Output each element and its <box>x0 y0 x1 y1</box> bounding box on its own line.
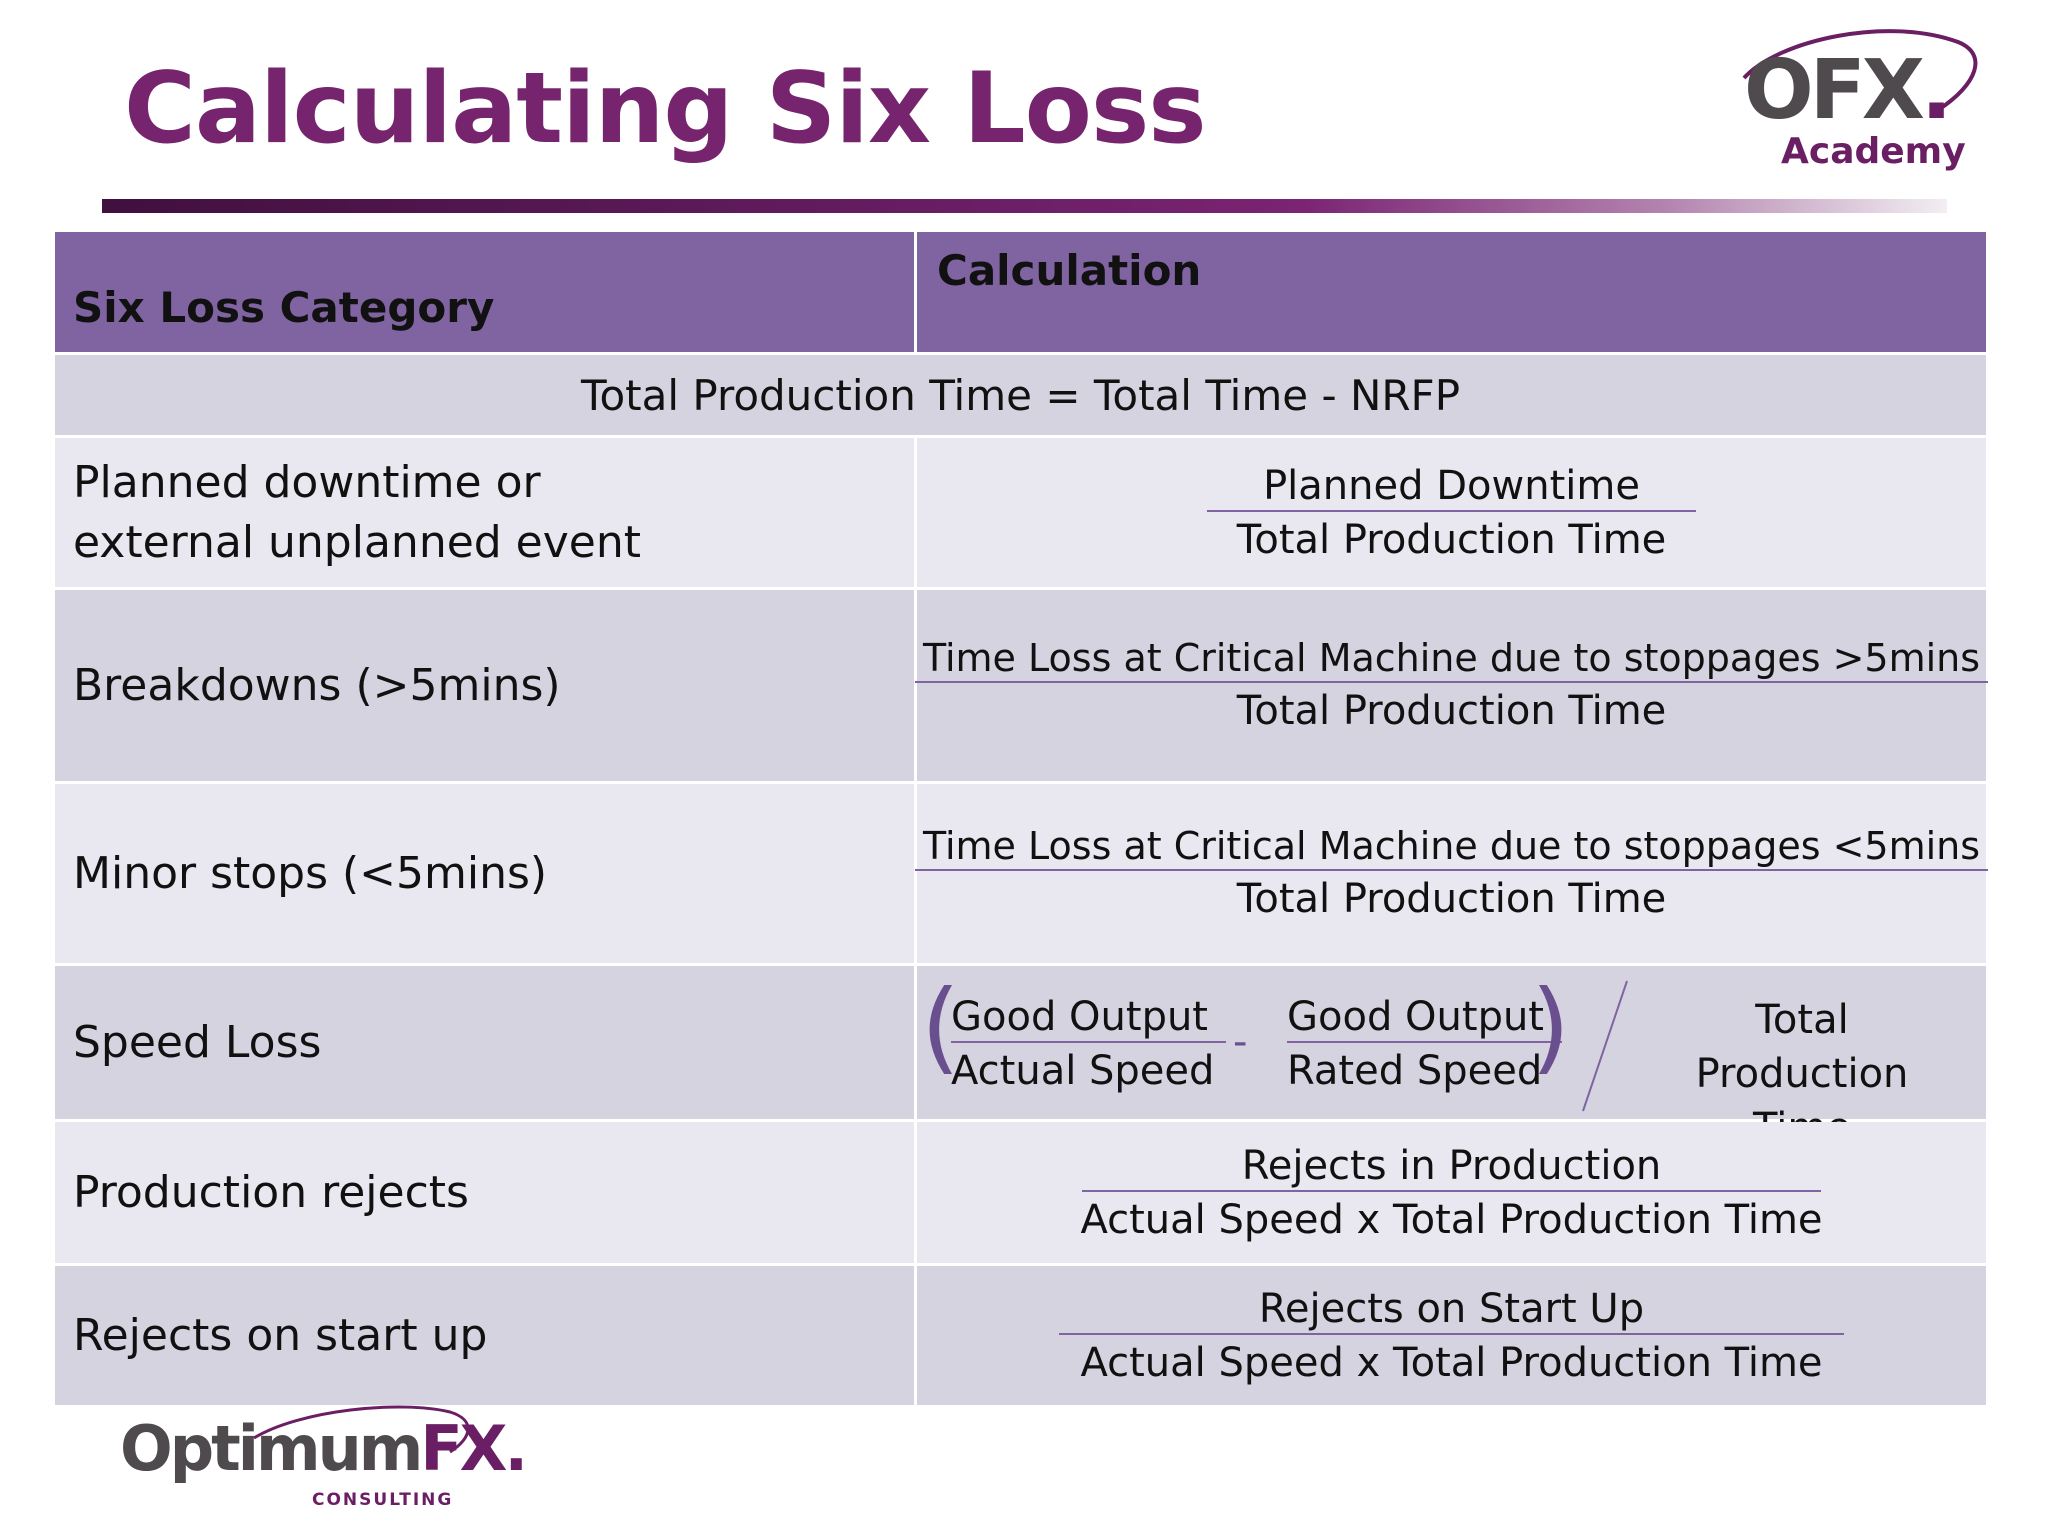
minus-operator: - <box>1233 1018 1248 1065</box>
table-row: Minor stops (<5mins) Time Loss at Critic… <box>52 781 1989 966</box>
fraction: Rejects on Start Up Actual Speed x Total… <box>917 1285 1986 1387</box>
fraction: Planned Downtime Total Production Time <box>917 462 1986 564</box>
fraction-denominator: Actual Speed <box>951 1047 1215 1094</box>
row-category: Minor stops (<5mins) <box>52 781 917 966</box>
fraction-denominator: Total Production Time <box>1236 688 1667 735</box>
row-category: Planned downtime or external unplanned e… <box>52 435 917 590</box>
ofx-logo-text: OFX <box>1744 43 1925 138</box>
table-row: Speed Loss ( Good Output Actual Speed - … <box>52 963 1989 1151</box>
total-production-row: Total Production Time = Total Time - NRF… <box>52 352 1989 438</box>
fraction-numerator: Rejects on Start Up <box>1058 1285 1845 1335</box>
open-paren: ( <box>921 967 961 1085</box>
fraction: Time Loss at Critical Machine due to sto… <box>914 636 1989 736</box>
row-calculation: Rejects on Start Up Actual Speed x Total… <box>914 1263 1989 1408</box>
table-header-row: Six Loss Category Calculation <box>52 229 1989 355</box>
table-row: Rejects on start up Rejects on Start Up … <box>52 1263 1989 1408</box>
optimum-logo-fx: FX. <box>420 1412 528 1485</box>
fraction-denominator: Actual Speed x Total Production Time <box>1080 1339 1823 1386</box>
ofx-logo-subtitle: Academy <box>1781 131 1966 172</box>
fraction-numerator: Planned Downtime <box>1207 462 1696 512</box>
fraction-denominator: Actual Speed x Total Production Time <box>1080 1196 1823 1243</box>
row-calculation: Rejects in Production Actual Speed x Tot… <box>914 1119 1989 1266</box>
fraction-numerator: Time Loss at Critical Machine due to sto… <box>914 824 1989 872</box>
six-loss-table: Six Loss Category Calculation Total Prod… <box>52 229 1989 1408</box>
fraction-numerator: Time Loss at Critical Machine due to sto… <box>914 636 1989 684</box>
fraction-good-output-actual-speed: Good Output Actual Speed <box>951 993 1226 1095</box>
optimum-logo-text: Optimum <box>120 1412 423 1485</box>
row-calculation: Time Loss at Critical Machine due to sto… <box>914 587 1989 784</box>
division-slash-icon <box>1582 980 1628 1111</box>
fraction-good-output-rated-speed: Good Output Rated Speed <box>1287 993 1562 1095</box>
fraction-numerator: Good Output <box>1287 993 1562 1043</box>
logo-swoosh-icon <box>253 1405 470 1454</box>
fraction-numerator: Rejects in Production <box>1081 1142 1822 1192</box>
table-row: Breakdowns (>5mins) Time Loss at Critica… <box>52 587 1989 784</box>
page-title: Calculating Six Loss <box>124 52 1207 166</box>
row-calculation: Time Loss at Critical Machine due to sto… <box>914 781 1989 966</box>
row-calculation: ( Good Output Actual Speed - Good Output… <box>914 963 1989 1151</box>
close-paren: ) <box>1531 967 1571 1085</box>
fraction-denominator: Total Production Time <box>1236 516 1667 563</box>
total-production-formula: Total Production Time = Total Time - NRF… <box>52 352 1989 438</box>
row-category: Production rejects <box>52 1119 917 1266</box>
speed-loss-formula: ( Good Output Actual Speed - Good Output… <box>917 967 1986 1151</box>
fraction-denominator: Rated Speed <box>1287 1047 1543 1094</box>
table-row: Planned downtime or external unplanned e… <box>52 435 1989 590</box>
header-calculation: Calculation <box>914 229 1989 355</box>
row-calculation: Planned Downtime Total Production Time <box>914 435 1989 590</box>
fraction: Rejects in Production Actual Speed x Tot… <box>917 1142 1986 1244</box>
optimum-logo-subtitle: CONSULTING <box>312 1490 454 1510</box>
row-category: Speed Loss <box>52 963 917 1122</box>
fraction: Time Loss at Critical Machine due to sto… <box>914 824 1989 924</box>
ofx-logo-dot: . <box>1920 43 1952 138</box>
fraction-numerator: Good Output <box>951 993 1226 1043</box>
row-category: Rejects on start up <box>52 1263 917 1408</box>
table-row: Production rejects Rejects in Production… <box>52 1119 1989 1266</box>
row-category: Breakdowns (>5mins) <box>52 587 917 784</box>
row-category-label: Planned downtime or external unplanned e… <box>73 456 642 568</box>
logo-swoosh-icon <box>1742 29 1978 112</box>
header-category: Six Loss Category <box>52 229 917 355</box>
fraction-denominator: Total Production Time <box>1236 876 1667 923</box>
title-divider <box>102 199 1947 213</box>
